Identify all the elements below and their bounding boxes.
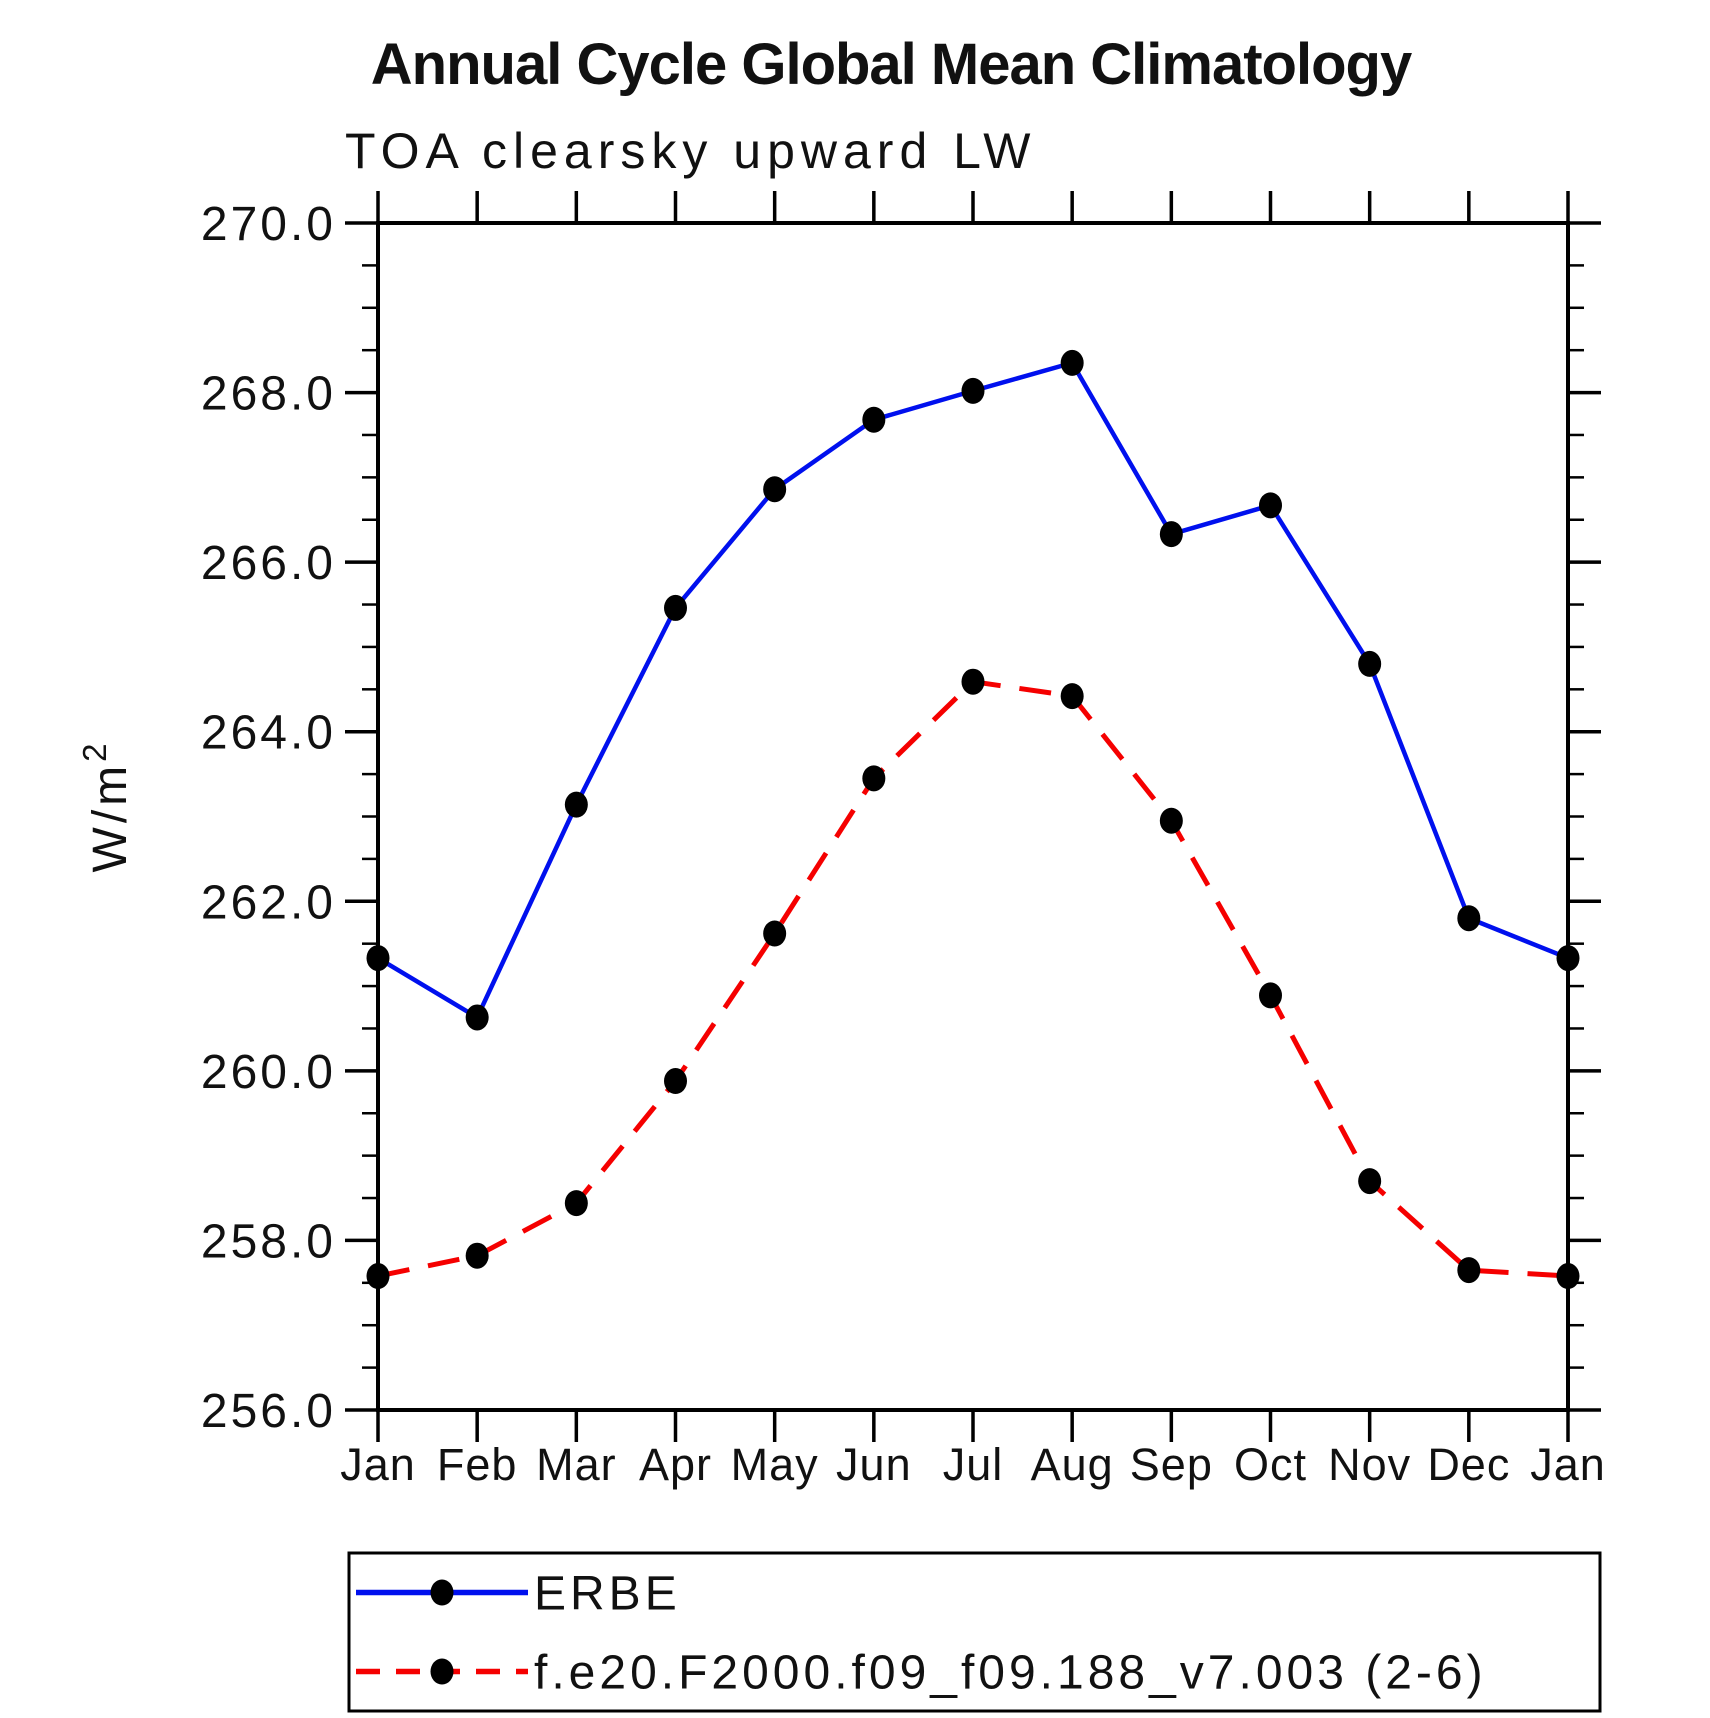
- legend-entry: ERBE: [356, 1568, 681, 1621]
- model-data-point: [465, 1242, 489, 1269]
- model-data-point: [1358, 1168, 1382, 1195]
- x-tick-label-month: Jan: [340, 1439, 416, 1490]
- x-tick-label-month: Oct: [1234, 1439, 1307, 1490]
- x-tick-label-month: Sep: [1130, 1439, 1213, 1490]
- y-tick-label: 264.0: [201, 707, 336, 760]
- model-data-point: [1159, 807, 1183, 834]
- erbe-data-point: [465, 1004, 489, 1031]
- legend-marker-dot: [430, 1658, 454, 1685]
- erbe-data-point: [862, 406, 886, 433]
- erbe-data-point: [1060, 349, 1084, 376]
- x-tick-label-month: Jan: [1530, 1439, 1606, 1490]
- x-tick-label-month: Feb: [437, 1439, 518, 1490]
- y-tick-label: 260.0: [201, 1046, 336, 1099]
- legend-entry: f.e20.F2000.f09_f09.188_v7.003 (2-6): [356, 1647, 1487, 1700]
- y-axis-label-unit: W/m: [84, 762, 137, 873]
- model-data-point: [1556, 1263, 1580, 1290]
- x-tick-label-month: Jul: [943, 1439, 1004, 1490]
- erbe-data-point: [1556, 945, 1580, 972]
- model-data-point: [564, 1190, 588, 1217]
- chart-title: Annual Cycle Global Mean Climatology: [371, 32, 1412, 97]
- legend-box: [347, 1551, 1602, 1713]
- erbe-data-point: [664, 594, 687, 621]
- erbe-data-point: [1159, 521, 1183, 548]
- model-data-point: [763, 920, 787, 947]
- model-data-point: [1259, 982, 1282, 1009]
- y-tick-label: 268.0: [201, 368, 336, 421]
- model-data-point: [366, 1263, 390, 1290]
- y-axis-label-exponent: 2: [76, 740, 113, 762]
- x-tick-label-month: Aug: [1031, 1439, 1114, 1490]
- erbe-data-point: [564, 791, 588, 818]
- model-data-point: [1060, 683, 1084, 710]
- legend-label: f.e20.F2000.f09_f09.188_v7.003 (2-6): [534, 1647, 1487, 1700]
- erbe-data-point: [366, 945, 390, 972]
- x-tick-label-month: Jun: [836, 1439, 912, 1490]
- x-tick-label-month: Mar: [536, 1439, 617, 1490]
- model-data-point: [862, 765, 886, 792]
- y-tick-label: 262.0: [201, 876, 336, 929]
- erbe-data-point: [763, 476, 787, 503]
- erbe-data-point: [1358, 650, 1382, 677]
- legend-marker-dot: [430, 1579, 454, 1606]
- y-tick-label: 256.0: [201, 1385, 336, 1438]
- model-data-point: [1457, 1257, 1481, 1284]
- legend-label: ERBE: [534, 1568, 681, 1621]
- y-tick-label: 266.0: [201, 537, 336, 590]
- x-tick-label-month: Nov: [1328, 1439, 1411, 1490]
- erbe-data-point: [1259, 492, 1282, 519]
- data-series: [366, 349, 1580, 1290]
- chart-subtitle: TOA clearsky upward LW: [345, 123, 1036, 179]
- y-tick-label: 258.0: [201, 1215, 336, 1268]
- model-data-point: [664, 1068, 687, 1095]
- x-tick-label-month: Apr: [639, 1439, 712, 1490]
- model-data-point: [961, 668, 985, 695]
- axes: 256.0 258.0 260.0 262.0 264.0 266.0 268.0 270.0…: [201, 191, 1606, 1490]
- y-tick-label: 270.0: [201, 198, 336, 251]
- erbe-data-point: [961, 377, 985, 404]
- x-tick-label-month: May: [731, 1439, 819, 1490]
- legend: ERBE f.e20.F2000.f09_f09.188_v7.003 (2-6): [347, 1551, 1602, 1713]
- x-tick-label-month: Dec: [1427, 1439, 1510, 1490]
- erbe-data-point: [1457, 905, 1481, 932]
- model-line: [377, 679, 1569, 1279]
- y-axis-label: W/m2: [76, 740, 137, 873]
